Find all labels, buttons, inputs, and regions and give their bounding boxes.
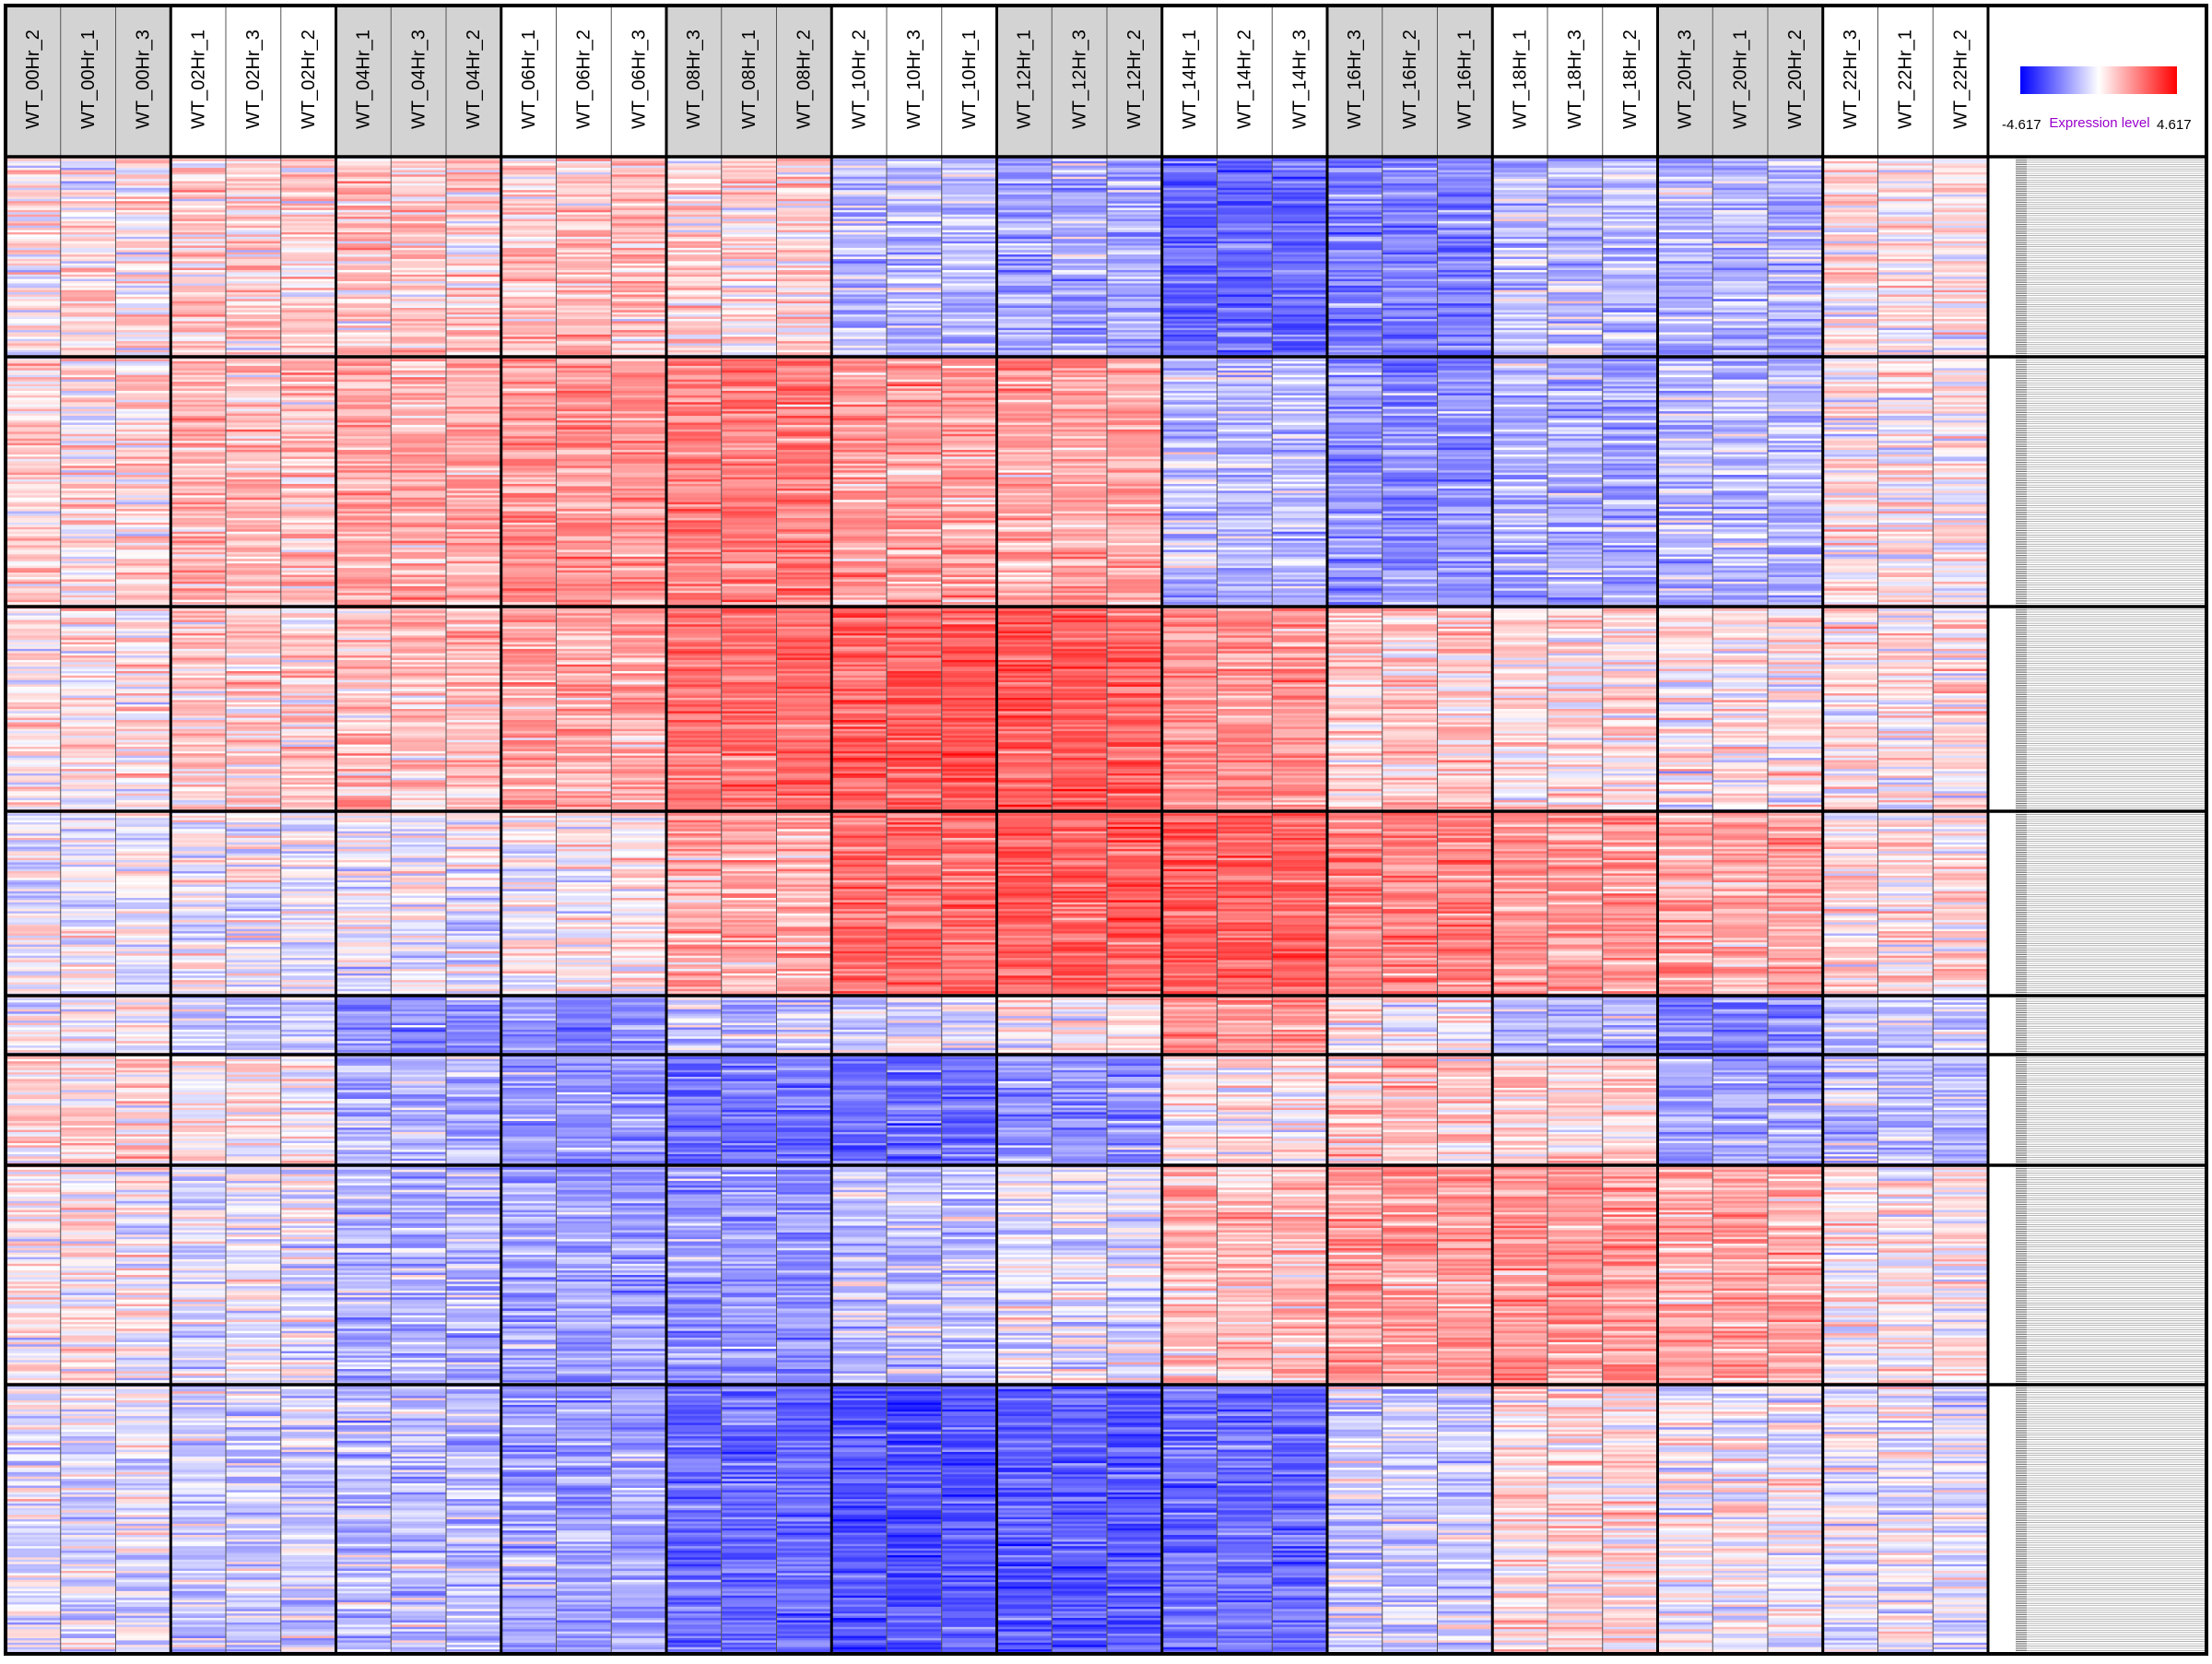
heatmap-column-WT_00Hr_2 [6, 357, 61, 608]
heatmap-column-WT_08Hr_3 [666, 157, 722, 358]
heatmap-column-WT_10Hr_1 [942, 157, 997, 358]
heatmap-column-WT_14Hr_3 [1272, 157, 1327, 358]
heatmap-column-WT_22Hr_3 [1823, 157, 1878, 358]
heatmap-column-WT_00Hr_1 [61, 157, 116, 358]
heatmap-column-WT_14Hr_1 [1162, 157, 1218, 358]
heatmap-column-WT_22Hr_1 [1878, 157, 1934, 358]
heatmap-column-WT_12Hr_1 [997, 157, 1053, 358]
heatmap-column-WT_06Hr_3 [611, 157, 666, 358]
heatmap-column-WT_02Hr_1 [171, 157, 226, 358]
heatmap-column-WT_00Hr_1 [61, 357, 116, 608]
heatmap-column-WT_18Hr_3 [1547, 157, 1603, 358]
heatmap-column-WT_00Hr_3 [116, 157, 171, 358]
heatmap-column-WT_06Hr_2 [557, 357, 612, 608]
heatmap-column-WT_06Hr_2 [557, 157, 612, 358]
heatmap-column-WT_16Hr_2 [1382, 157, 1438, 358]
heatmap-column-WT_18Hr_1 [1492, 157, 1547, 358]
heatmap-column-WT_02Hr_3 [226, 357, 281, 608]
heatmap-column-WT_02Hr_1 [171, 357, 226, 608]
heatmap-column-WT_04Hr_3 [391, 157, 446, 358]
heatmap-column-WT_02Hr_3 [226, 157, 281, 358]
heatmap-column-WT_04Hr_1 [336, 157, 392, 358]
heatmap-column-WT_02Hr_2 [281, 357, 336, 608]
heatmap-column-WT_20Hr_1 [1712, 157, 1768, 358]
heatmap-column-WT_18Hr_2 [1603, 157, 1658, 358]
heatmap-column-WT_10Hr_2 [831, 157, 887, 358]
heatmap-column-WT_12Hr_3 [1052, 157, 1107, 358]
heatmap-column-WT_04Hr_3 [391, 357, 446, 608]
heatmap-column-WT_14Hr_2 [1218, 157, 1273, 358]
heatmap-column-WT_20Hr_2 [1768, 157, 1823, 358]
heatmap-column-WT_00Hr_3 [116, 357, 171, 608]
heatmap-column-WT_04Hr_1 [336, 357, 392, 608]
heatmap-column-WT_06Hr_1 [501, 357, 557, 608]
heatmap-column-WT_04Hr_2 [446, 357, 501, 608]
heatmap-column-WT_00Hr_2 [6, 157, 61, 358]
heatmap-column-WT_08Hr_2 [777, 157, 832, 358]
heatmap-column-WT_06Hr_1 [501, 157, 557, 358]
heatmap-column-WT_10Hr_3 [887, 157, 942, 358]
heatmap-column-WT_08Hr_1 [722, 157, 777, 358]
heatmap-column-WT_02Hr_2 [281, 157, 336, 358]
heatmap-column-WT_20Hr_3 [1658, 157, 1713, 358]
heatmap-column-WT_22Hr_2 [1933, 157, 1988, 358]
heatmap-column-WT_16Hr_3 [1327, 157, 1382, 358]
heatmap-column-WT_16Hr_1 [1438, 157, 1493, 358]
heatmap-column-WT_04Hr_2 [446, 157, 501, 358]
heatmap-column-WT_12Hr_2 [1107, 157, 1162, 358]
